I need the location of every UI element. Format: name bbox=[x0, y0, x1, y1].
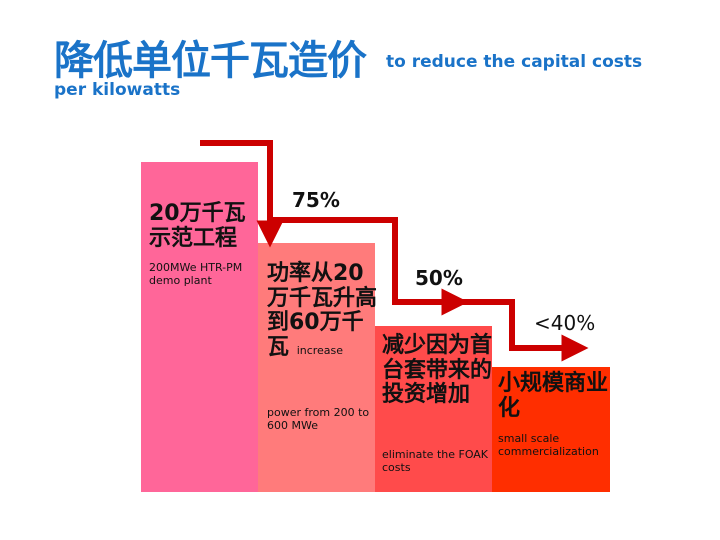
percentage-50: 50% bbox=[415, 266, 463, 290]
step-1-label-en: 200MWe HTR-PM demo plant bbox=[149, 261, 243, 288]
step-4-label-en: small scale commercialization bbox=[498, 432, 599, 459]
step-1-label-cn: 20万千瓦示范工程 bbox=[149, 201, 246, 251]
step-4-label-cn: 小规模商业化 bbox=[498, 371, 609, 421]
arrow-step-3 bbox=[395, 299, 589, 362]
percentage-less-40: <40% bbox=[534, 311, 596, 335]
arrow-step-1 bbox=[200, 140, 284, 248]
step-2-cn-text: 功率从20万千瓦升高到60万千瓦 bbox=[267, 261, 378, 360]
title-chinese: 降低单位千瓦造价 bbox=[54, 38, 367, 84]
percentage-75: 75% bbox=[292, 188, 340, 212]
step-bar-power-increase bbox=[258, 243, 375, 492]
step-bar-foak bbox=[375, 326, 492, 492]
step-3-label-en: eliminate the FOAK costs bbox=[382, 448, 489, 475]
title-english-line1: to reduce the capital costs bbox=[386, 52, 643, 72]
step-bar-commercialization bbox=[492, 367, 610, 492]
step-2-label-cn: 功率从20万千瓦升高到60万千瓦 increase bbox=[267, 261, 378, 361]
step-2-label-en: power from 200 to 600 MWe bbox=[267, 406, 370, 433]
step-2-inline-en: increase bbox=[296, 343, 344, 357]
step-bar-demo-plant bbox=[141, 162, 258, 492]
title-english-line2: per kilowatts bbox=[54, 80, 181, 100]
step-3-label-cn: 减少因为首台套带来的投资增加 bbox=[382, 333, 493, 408]
